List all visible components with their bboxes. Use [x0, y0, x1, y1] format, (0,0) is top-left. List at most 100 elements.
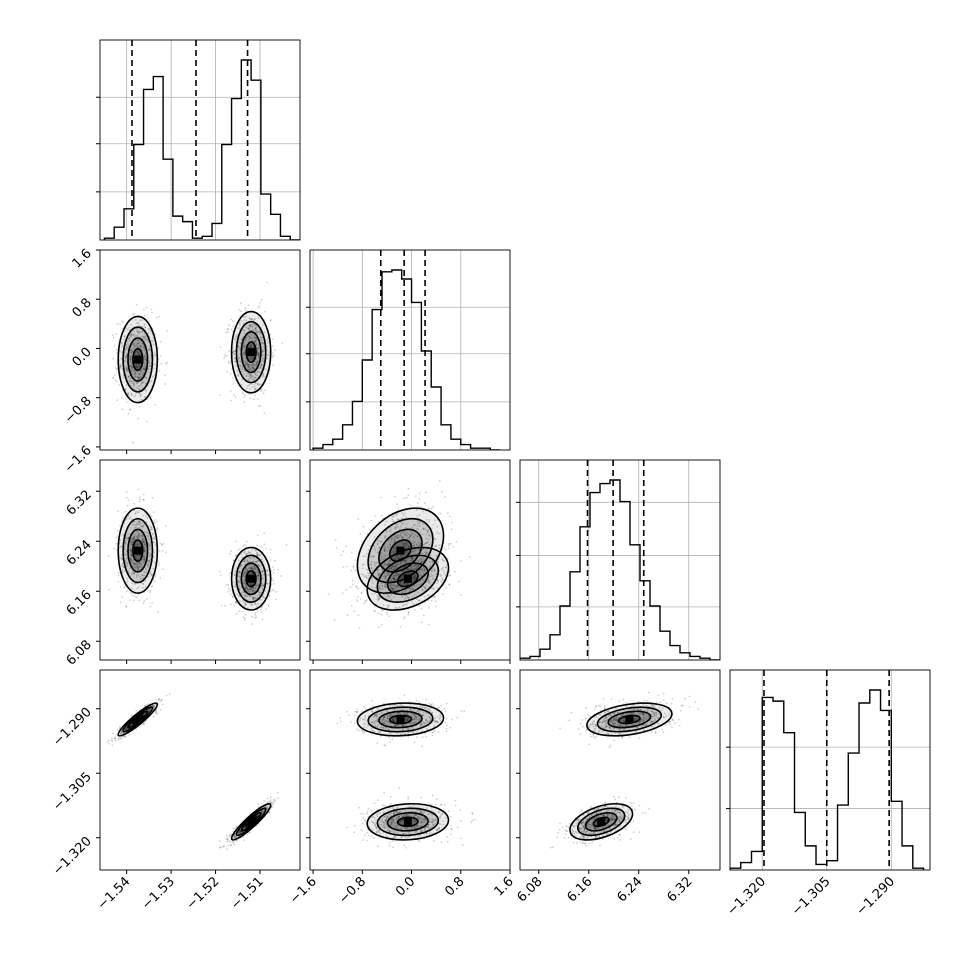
contour-line	[396, 816, 419, 828]
contour-line	[240, 331, 262, 374]
contour-line	[569, 802, 634, 841]
hist-content-3	[730, 670, 930, 870]
x-tick-label: −1.305	[789, 874, 834, 919]
x-tick-label: −0.8	[336, 874, 369, 907]
contour-line	[607, 710, 652, 729]
density-peak	[133, 546, 142, 555]
contour-line	[127, 337, 149, 382]
density-peak	[133, 355, 142, 364]
panel-hist-2	[516, 459, 721, 661]
x-tick-label: 0.0	[393, 874, 418, 899]
scatter-content	[111, 281, 284, 450]
panel-2d-2-1	[306, 459, 511, 664]
contour-line	[122, 517, 154, 584]
contour-line	[240, 562, 262, 596]
x-tick-label: 0.8	[442, 874, 467, 899]
hist-frame	[99, 39, 301, 241]
panel-frame	[99, 459, 301, 661]
contour-line	[122, 326, 154, 393]
contour-line	[388, 714, 413, 725]
contour-line	[577, 807, 626, 837]
contour-line	[367, 517, 434, 584]
density-peak	[247, 817, 256, 826]
y-tick-label: −1.290	[50, 705, 95, 750]
x-tick-label: −1.6	[287, 874, 320, 907]
x-tick-label: −1.54	[95, 874, 134, 913]
contour-line	[596, 706, 663, 733]
y-tick-label: −1.6	[62, 443, 95, 476]
panel-hist-0	[96, 39, 301, 241]
scatter-content	[336, 694, 476, 849]
contour-line	[366, 546, 450, 611]
contour-line	[356, 507, 445, 594]
y-tick-label: 6.08	[64, 637, 95, 668]
density-peak	[396, 546, 405, 555]
x-tick-label: 6.16	[564, 874, 595, 905]
density-peak	[403, 574, 412, 583]
hist-content-2	[520, 460, 720, 660]
contour-line	[117, 507, 159, 594]
contour-line	[235, 320, 267, 384]
panel-hist-1	[306, 249, 511, 451]
y-tick-label: 0.0	[70, 345, 95, 370]
x-tick-label: −1.53	[139, 874, 178, 913]
scatter-content	[106, 692, 279, 850]
contour-line	[376, 554, 440, 603]
contour-line	[132, 539, 144, 563]
hist-frame	[729, 669, 931, 871]
contour-line	[235, 554, 267, 603]
y-tick-label: −1.320	[50, 834, 95, 879]
y-tick-label: 1.6	[70, 246, 95, 271]
x-tick-label: 6.24	[614, 874, 645, 905]
contour-line	[396, 570, 419, 588]
panel-2d-3-1	[306, 669, 511, 874]
contour-line	[376, 807, 440, 837]
x-tick-label: −1.320	[724, 874, 769, 919]
contour-line	[245, 341, 257, 364]
histogram-step-line	[520, 479, 720, 660]
density-peak	[133, 715, 142, 724]
contour-line	[586, 702, 673, 737]
panel-frame	[99, 249, 301, 451]
contour-line	[245, 570, 257, 588]
y-tick-label: −1.305	[50, 769, 95, 814]
density-peak	[247, 574, 256, 583]
contour-line	[367, 706, 434, 733]
hist-content-1	[310, 250, 510, 450]
scatter-content	[327, 479, 471, 629]
hist-frame	[309, 249, 511, 451]
x-tick-label: −1.51	[228, 874, 267, 913]
y-tick-label: 6.32	[64, 487, 95, 518]
contour-line	[378, 710, 423, 729]
density-peak	[396, 715, 405, 724]
x-tick-label: −1.290	[853, 874, 898, 919]
y-tick-label: −0.8	[62, 394, 95, 427]
scatter-content	[549, 691, 699, 849]
x-tick-label: −1.52	[184, 874, 223, 913]
contour-line	[366, 802, 450, 841]
density-peak	[247, 348, 256, 357]
y-tick-label: 6.24	[64, 537, 95, 568]
panel-hist-3	[726, 669, 931, 871]
density-peak	[597, 817, 606, 826]
panel-2d-3-2	[516, 669, 721, 874]
panel-2d-3-0	[96, 669, 301, 874]
x-tick-label: 6.32	[664, 874, 695, 905]
panel-2d-2-0	[96, 459, 301, 664]
panel-frame	[99, 669, 301, 871]
panel-frame	[309, 669, 511, 871]
y-tick-label: 0.8	[70, 295, 95, 320]
density-peak	[403, 817, 412, 826]
hist-content-0	[100, 40, 300, 240]
contour-line	[127, 528, 149, 573]
panel-frame	[309, 459, 511, 661]
hist-frame	[519, 459, 721, 661]
histogram-step-line	[312, 269, 501, 450]
contour-line	[386, 811, 429, 832]
x-tick-label: 6.08	[514, 874, 545, 905]
y-tick-label: 6.16	[64, 587, 95, 618]
histogram-step-line	[103, 59, 300, 240]
scatter-content	[107, 488, 288, 625]
contour-line	[356, 702, 445, 737]
